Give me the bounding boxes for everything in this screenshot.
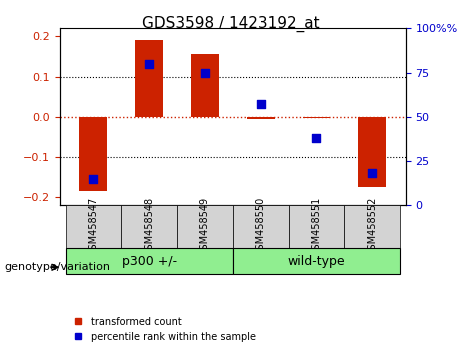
Text: p300 +/-: p300 +/- (122, 255, 177, 268)
Text: GSM458552: GSM458552 (367, 197, 377, 256)
FancyBboxPatch shape (289, 205, 344, 248)
Bar (302, 117, 331, 118)
Bar (358, 117, 386, 187)
Point (201, 70, 209, 75)
FancyBboxPatch shape (65, 205, 121, 248)
Point (368, 171, 376, 176)
Point (146, 61, 153, 67)
FancyBboxPatch shape (121, 205, 177, 248)
Bar (135, 40, 163, 117)
FancyBboxPatch shape (233, 205, 289, 248)
Text: GSM458548: GSM458548 (144, 197, 154, 256)
Text: genotype/variation: genotype/variation (5, 262, 111, 272)
FancyBboxPatch shape (344, 205, 400, 248)
Bar (79, 117, 107, 191)
Text: GSM458547: GSM458547 (89, 197, 98, 256)
Bar (247, 117, 275, 119)
FancyBboxPatch shape (177, 205, 233, 248)
Text: GSM458550: GSM458550 (256, 197, 266, 256)
Point (257, 102, 264, 107)
Text: GSM458551: GSM458551 (312, 197, 321, 256)
Text: GDS3598 / 1423192_at: GDS3598 / 1423192_at (142, 16, 319, 32)
Point (90, 176, 97, 182)
Point (313, 135, 320, 141)
Text: wild-type: wild-type (288, 255, 345, 268)
FancyBboxPatch shape (233, 248, 400, 274)
Text: GSM458549: GSM458549 (200, 197, 210, 256)
Legend: transformed count, percentile rank within the sample: transformed count, percentile rank withi… (65, 313, 260, 346)
FancyBboxPatch shape (65, 248, 233, 274)
Bar (191, 55, 219, 117)
